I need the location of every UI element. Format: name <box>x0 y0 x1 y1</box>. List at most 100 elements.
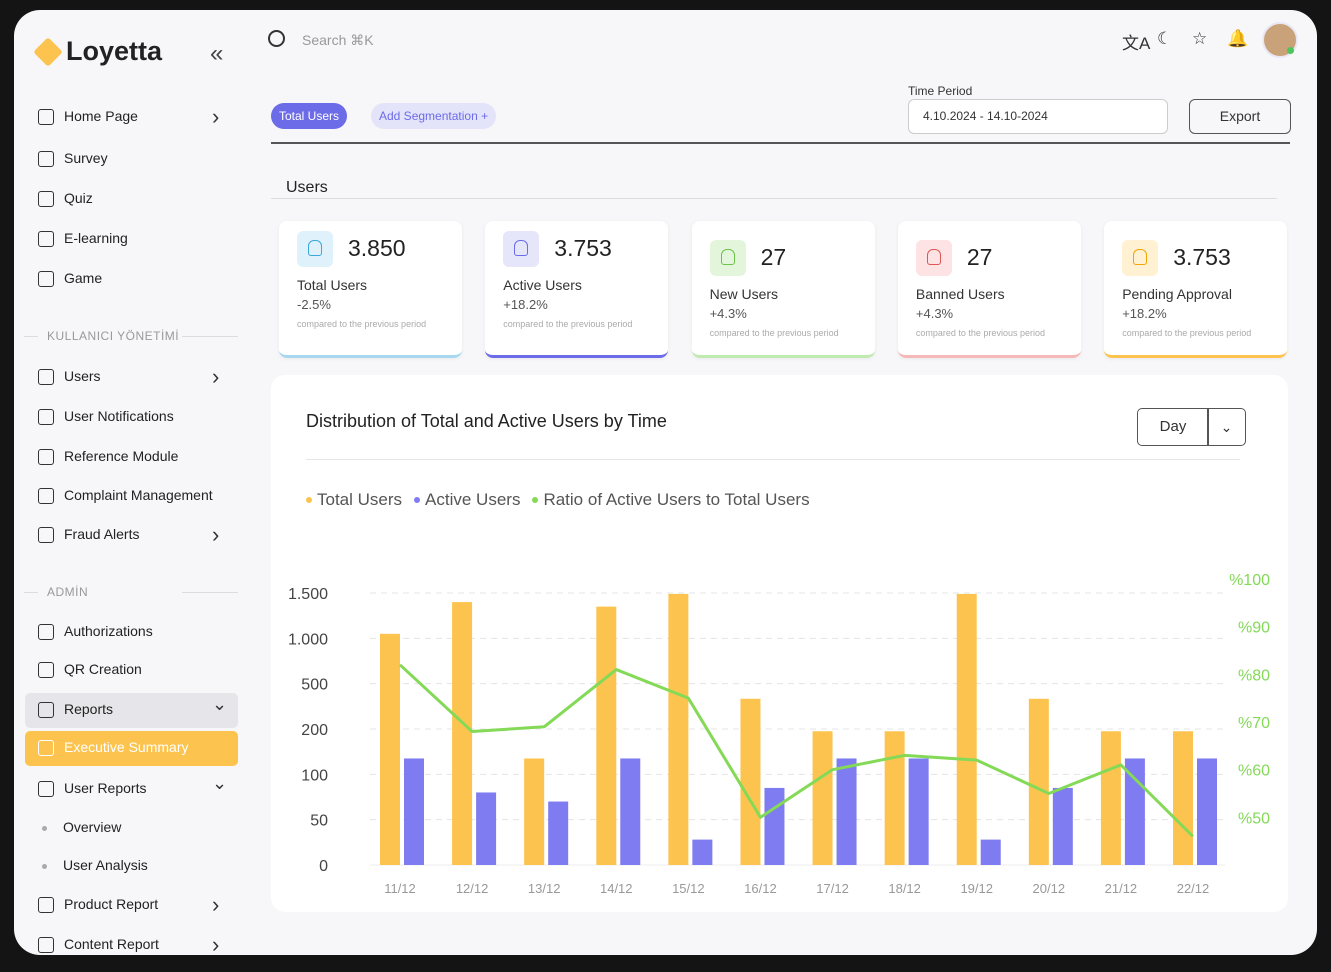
x-tick-label: 18/12 <box>888 881 921 896</box>
nav-item[interactable]: Reference Module <box>64 448 179 464</box>
period-select[interactable]: Day <box>1137 408 1209 446</box>
nav-icon <box>38 662 54 678</box>
period-input[interactable]: 4.10.2024 - 14.10-2024 <box>908 99 1168 134</box>
nav-dot <box>42 864 47 869</box>
nav-item[interactable]: User Notifications <box>64 408 174 424</box>
stat-card: 3.850 Total Users -2.5% compared to the pre… <box>279 221 462 358</box>
y-tick-label: 1.500 <box>288 586 328 603</box>
nav-icon <box>38 488 54 504</box>
x-tick-label: 14/12 <box>600 881 633 896</box>
top-icon[interactable]: ☆ <box>1192 29 1208 48</box>
bar <box>548 801 569 865</box>
nav-item[interactable]: Quiz <box>64 190 93 206</box>
nav-item[interactable]: Reports <box>64 701 114 717</box>
y2-tick-label: %60 <box>1238 763 1270 780</box>
nav-item[interactable]: Product Report <box>64 896 159 912</box>
x-tick-label: 17/12 <box>816 881 849 896</box>
y2-tick-label: %50 <box>1238 810 1270 827</box>
export-button[interactable]: Export <box>1189 99 1291 134</box>
nav-icon <box>38 702 54 718</box>
search-input[interactable]: Search ⌘K <box>302 32 374 48</box>
status-dot <box>1287 47 1294 54</box>
top-icon[interactable]: 文A <box>1122 34 1151 53</box>
legend-dot <box>306 497 312 503</box>
card-label: New Users <box>709 286 779 302</box>
x-tick-label: 19/12 <box>960 881 993 896</box>
card-icon <box>709 240 746 276</box>
card-value: 27 <box>760 244 787 270</box>
card-change: +18.2% <box>503 297 548 312</box>
x-tick-label: 22/12 <box>1177 881 1210 896</box>
card-change: +18.2% <box>1122 306 1167 321</box>
stat-card: 27 Banned Users +4.3% compared to the previ… <box>897 221 1081 358</box>
top-icon[interactable]: 🔔 <box>1227 29 1249 48</box>
card-note: compared to the previous period <box>297 319 427 329</box>
bar <box>1052 787 1073 865</box>
stat-card: 3.753 Active Users +18.2% compared to the p… <box>485 221 669 358</box>
tab[interactable]: Add Segmentation + <box>371 103 497 129</box>
nav-heading: KULLANICI YÖNETİMİ <box>47 329 180 343</box>
nav-icon <box>38 740 54 756</box>
x-tick-label: 16/12 <box>744 881 777 896</box>
nav-item[interactable]: Game <box>64 270 103 286</box>
nav-item[interactable]: Users <box>64 368 101 384</box>
bar <box>668 593 689 865</box>
card-note: compared to the previous period <box>503 319 633 329</box>
nav-item[interactable]: Authorizations <box>64 623 153 639</box>
x-tick-label: 12/12 <box>456 881 489 896</box>
card-label: Pending Approval <box>1122 286 1232 302</box>
y-tick-label: 0 <box>319 858 328 875</box>
x-tick-label: 21/12 <box>1105 881 1138 896</box>
top-icon[interactable]: ☾ <box>1157 29 1173 48</box>
search-icon <box>268 30 285 47</box>
nav-item[interactable]: Overview <box>63 819 122 835</box>
nav-icon <box>38 897 54 913</box>
nav-item[interactable]: QR Creation <box>64 661 142 677</box>
nav-heading: ADMİN <box>47 585 89 599</box>
tab-active[interactable]: Total Users <box>271 103 348 129</box>
card-value: 27 <box>966 244 993 270</box>
card-label: Banned Users <box>915 286 1005 302</box>
nav-item[interactable]: Fraud Alerts <box>64 526 140 542</box>
nav-icon <box>38 271 54 287</box>
divider <box>271 142 1290 144</box>
x-tick-label: 15/12 <box>672 881 705 896</box>
nav-item[interactable]: Content Report <box>64 936 159 952</box>
nav-chevron: › <box>212 892 220 917</box>
divider <box>306 459 1240 460</box>
divider <box>271 198 1277 199</box>
nav-chevron: ⌄ <box>212 694 228 714</box>
y-tick-label: 100 <box>301 767 328 784</box>
nav-item[interactable]: Complaint Management <box>64 487 213 503</box>
bar <box>476 792 497 865</box>
nav-item[interactable]: Home Page <box>64 108 138 124</box>
select-arrow[interactable]: ⌄ <box>1207 408 1246 446</box>
card-value: 3.753 <box>554 235 612 261</box>
nav-icon <box>38 937 54 953</box>
nav-item[interactable]: User Reports <box>64 780 147 796</box>
card-icon <box>915 240 952 276</box>
nav-chevron: › <box>212 932 220 957</box>
card-label: Total Users <box>297 277 368 293</box>
nav-icon <box>38 781 54 797</box>
legend-dot <box>414 497 421 503</box>
nav-icon <box>38 409 54 425</box>
nav-icon <box>38 624 54 640</box>
nav-divider <box>24 592 38 593</box>
nav-item[interactable]: User Analysis <box>63 857 148 873</box>
nav-icon <box>38 109 54 125</box>
legend-label: Total Users <box>317 490 403 509</box>
nav-item[interactable]: Survey <box>64 150 108 166</box>
nav-icon <box>38 369 54 385</box>
collapse-button[interactable]: « <box>210 40 224 67</box>
card-change: +4.3% <box>709 306 747 321</box>
nav-item[interactable]: Executive Summary <box>64 739 189 755</box>
card-value: 3.850 <box>348 235 406 261</box>
bar <box>1100 731 1121 865</box>
section-title: Users <box>286 179 328 196</box>
bar <box>740 698 761 865</box>
bar <box>692 839 713 865</box>
card-icon <box>503 231 540 267</box>
nav-item[interactable]: E-learning <box>64 230 128 246</box>
